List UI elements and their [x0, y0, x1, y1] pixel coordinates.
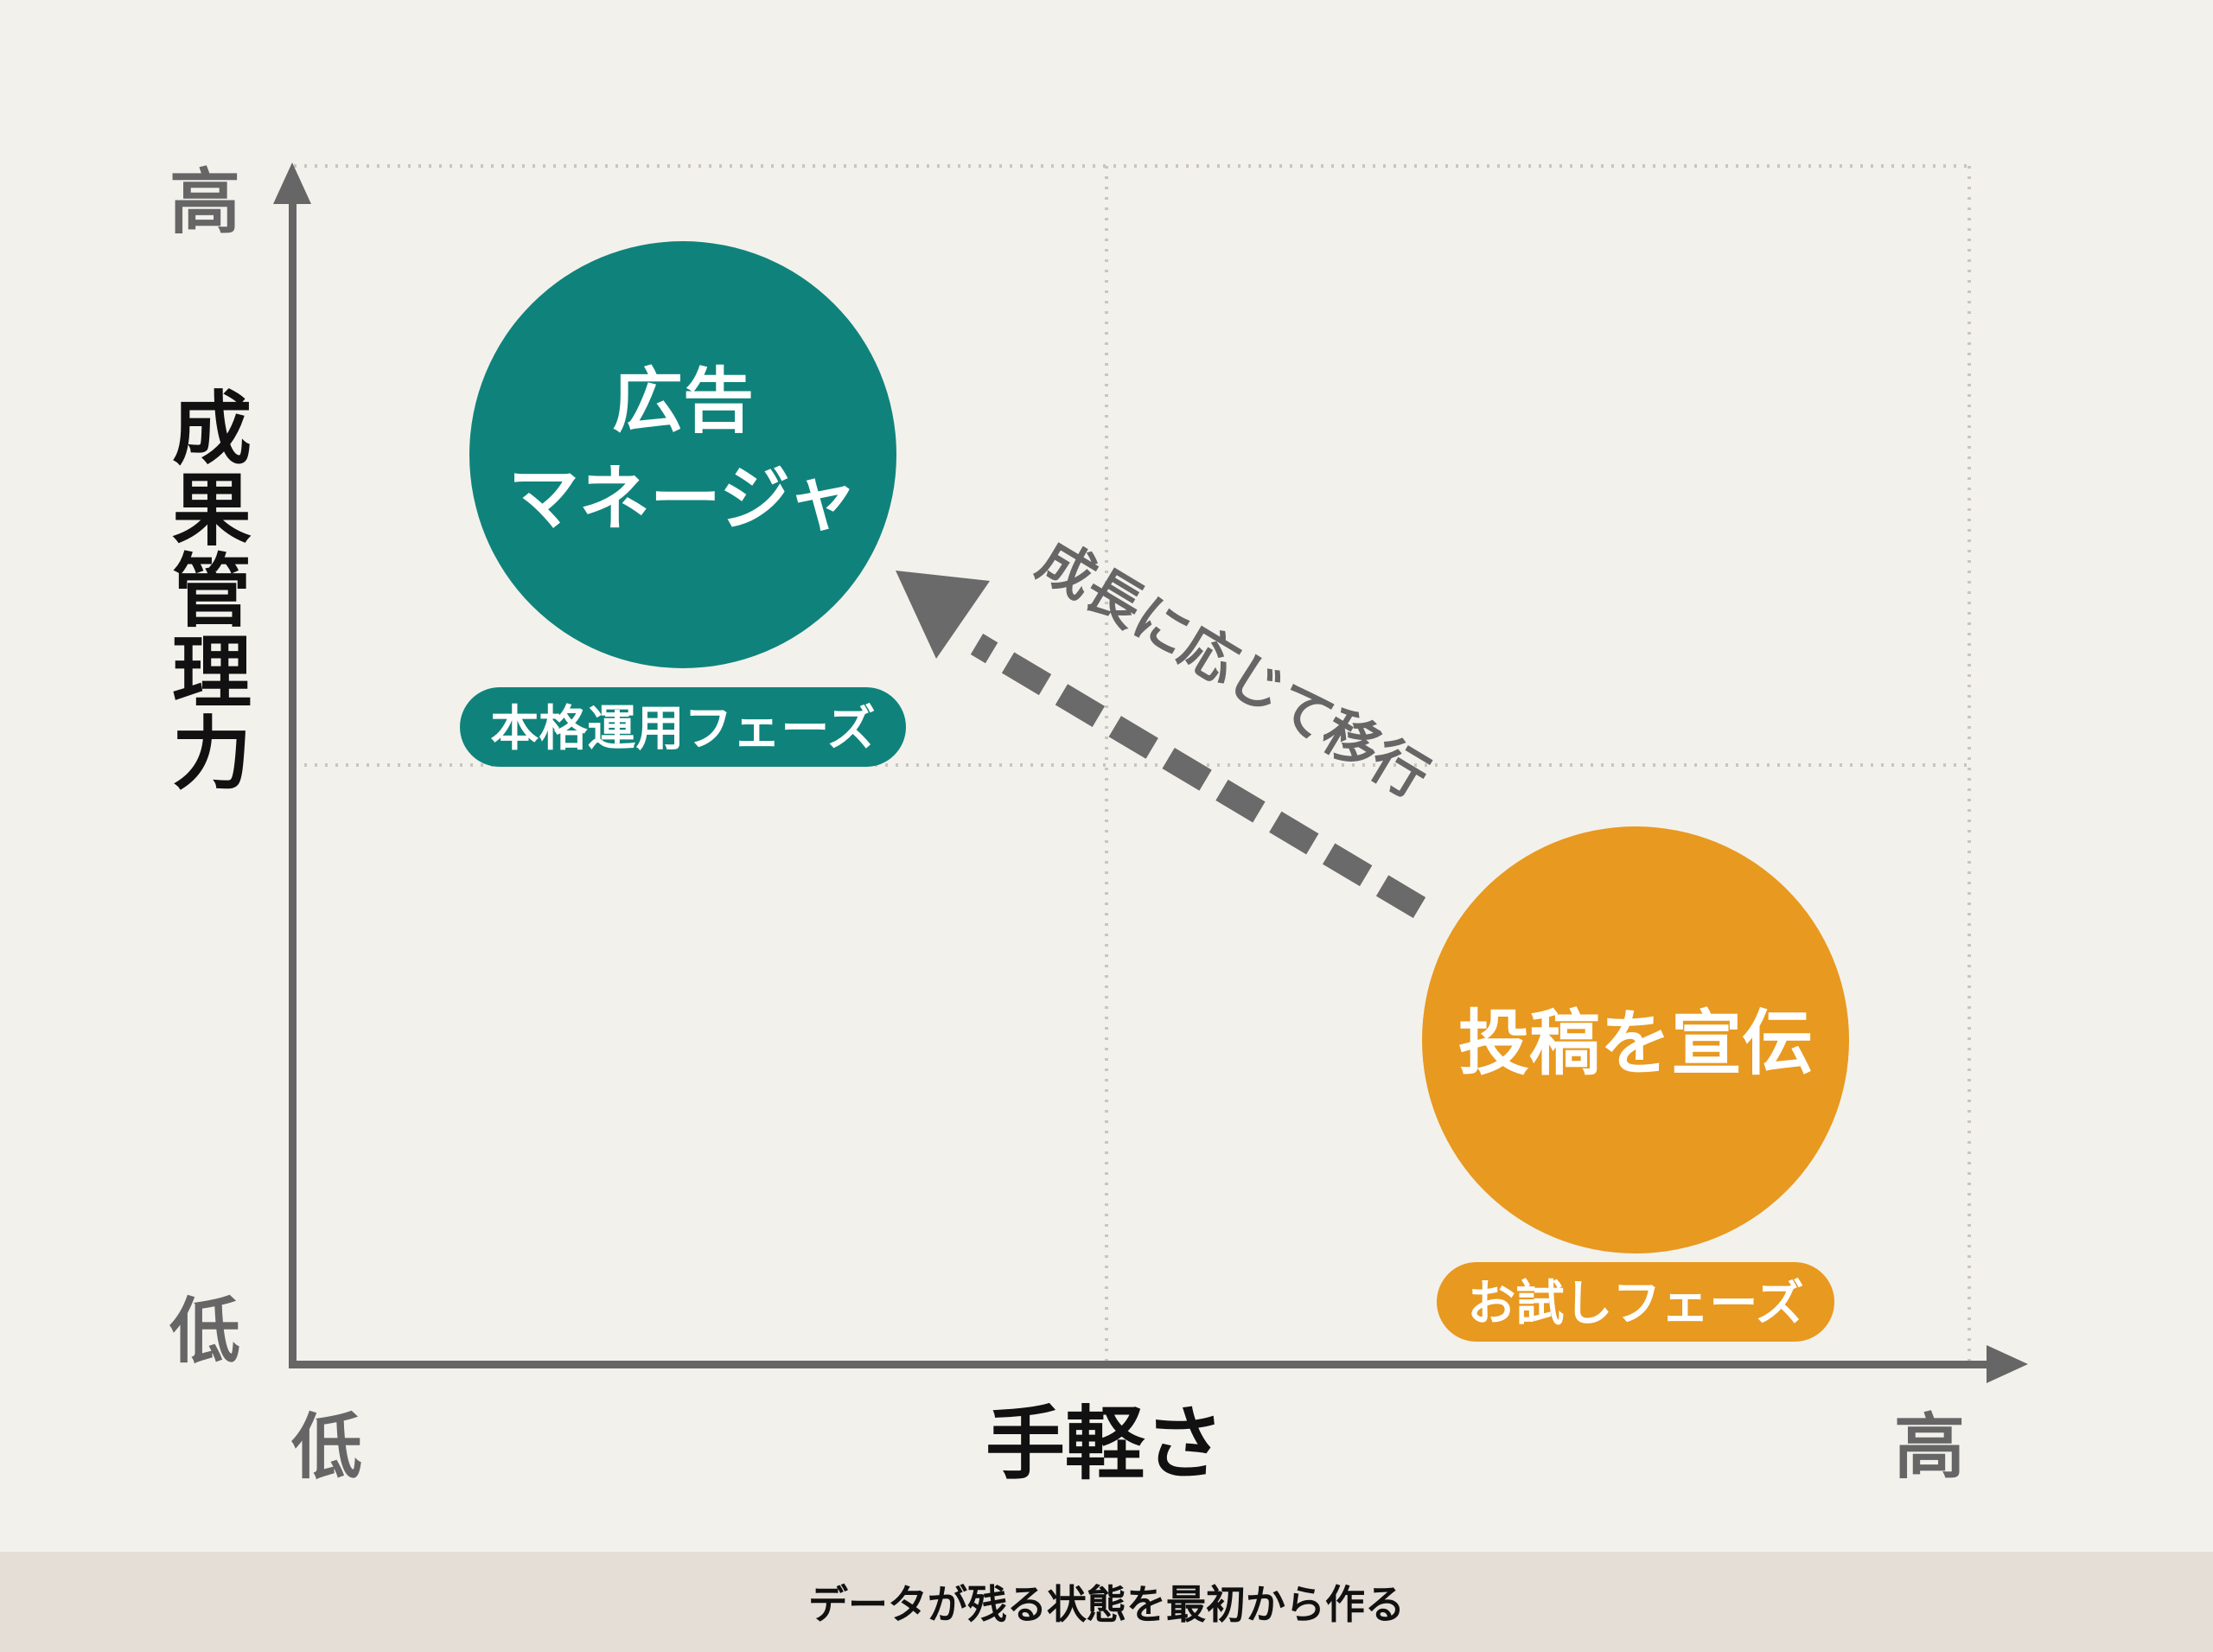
- boost-post-phase-pill: [1437, 1262, 1834, 1342]
- migration-arrow: 成長に応じて移行: [896, 528, 1438, 919]
- footer-caption: データが残る状態を最初から作る: [808, 1581, 1405, 1628]
- quadrant-grid: [294, 164, 1971, 1362]
- y-axis-low-label: 低: [169, 1291, 240, 1373]
- migration-arrow-head: [896, 571, 990, 659]
- ads-manager-title-line1: 広告: [612, 360, 754, 443]
- y-axis-title: 成果管理力: [159, 386, 252, 793]
- ads-manager-phase-pill: [460, 687, 906, 767]
- footer-band: [0, 1552, 2213, 1652]
- x-axis-title: 手軽さ: [985, 1398, 1224, 1490]
- y-axis-high-label: 高: [169, 162, 240, 244]
- ads-manager-circle: [469, 241, 896, 668]
- node-boost-post: 投稿を宣伝 お試しフェーズ: [1422, 826, 1849, 1342]
- x-axis-line: [289, 1361, 2009, 1368]
- migration-arrow-label: 成長に応じて移行: [1026, 528, 1438, 811]
- x-axis-low-label: 低: [291, 1406, 362, 1489]
- y-axis-arrowhead: [273, 163, 311, 204]
- ads-manager-phase-label: 本格運用フェーズ: [490, 701, 875, 757]
- x-axis-arrowhead: [1987, 1345, 2028, 1383]
- node-ads-manager: 広告 マネージャ 本格運用フェーズ: [460, 241, 906, 767]
- x-axis-high-label: 高: [1894, 1406, 1965, 1489]
- boost-post-title: 投稿を宣伝: [1458, 1003, 1813, 1085]
- y-axis-line: [289, 195, 297, 1368]
- axes: [273, 163, 2028, 1383]
- migration-arrow-shaft: [970, 633, 1426, 919]
- boost-post-phase-label: お試しフェーズ: [1467, 1276, 1803, 1332]
- ads-manager-title-line2: マネージャ: [508, 458, 858, 540]
- boost-post-circle: [1422, 826, 1849, 1253]
